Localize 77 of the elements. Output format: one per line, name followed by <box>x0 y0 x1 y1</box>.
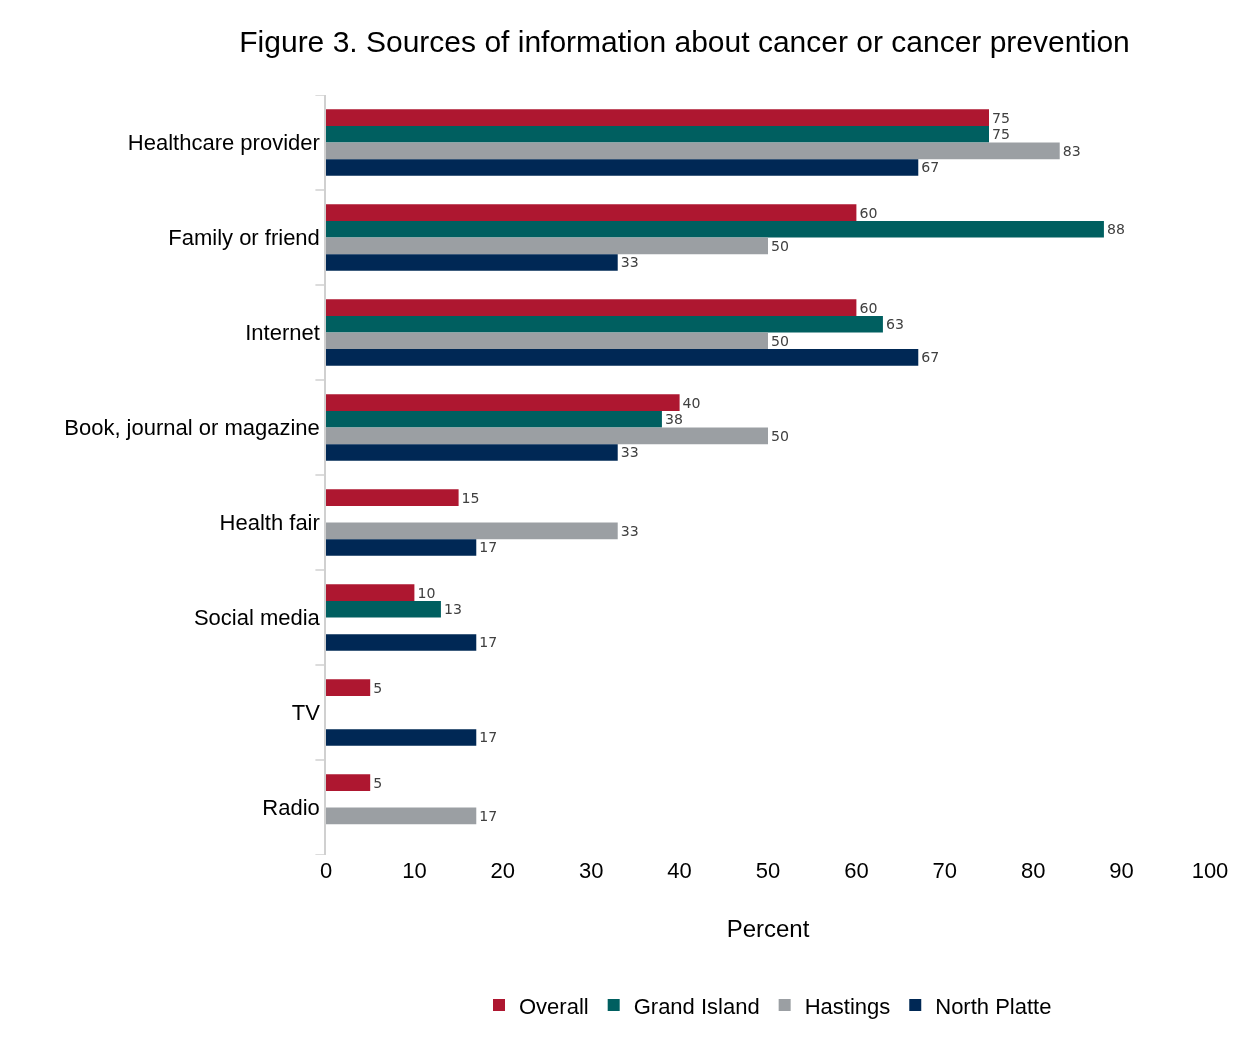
legend-label: North Platte <box>935 993 1052 1019</box>
bar <box>326 237 768 255</box>
bar <box>326 634 477 651</box>
data-label: 17 <box>479 807 498 824</box>
bar <box>326 394 680 411</box>
bar <box>326 539 477 556</box>
bar <box>326 315 883 333</box>
bar <box>326 600 441 618</box>
x-tick-label: 50 <box>755 858 781 883</box>
data-label: 17 <box>479 729 498 746</box>
data-label: 10 <box>417 584 436 601</box>
x-axis-title: Percent <box>726 915 810 942</box>
bar <box>326 444 618 461</box>
bar <box>326 807 477 825</box>
x-tick-label: 20 <box>490 858 516 883</box>
y-tick-label: Internet <box>245 320 320 346</box>
bar <box>326 729 477 746</box>
x-tick-label: 0 <box>319 858 333 883</box>
data-label: 17 <box>479 634 498 651</box>
legend-label: Grand Island <box>633 993 760 1019</box>
bar <box>326 299 857 316</box>
x-tick-label: 80 <box>1020 858 1046 883</box>
bar <box>326 489 459 506</box>
data-label: 83 <box>1062 142 1081 159</box>
data-label: 50 <box>771 332 789 349</box>
data-label: 75 <box>992 109 1010 126</box>
data-label: 40 <box>682 394 701 411</box>
bar <box>326 522 618 540</box>
x-tick-label: 30 <box>578 858 604 883</box>
bar <box>326 774 371 791</box>
bar <box>326 427 768 445</box>
bar <box>326 349 919 366</box>
x-tick-label: 90 <box>1109 858 1134 883</box>
data-label: 38 <box>664 411 683 428</box>
data-label: 15 <box>461 489 480 506</box>
bar <box>326 254 618 271</box>
data-label: 63 <box>885 316 904 333</box>
data-label: 33 <box>620 444 639 461</box>
x-tick-label: 10 <box>402 858 427 883</box>
data-label: 5 <box>373 774 383 791</box>
bar <box>326 125 989 143</box>
data-label: 60 <box>859 204 878 221</box>
bar <box>326 332 768 350</box>
legend-label: Overall <box>519 993 589 1019</box>
data-label: 13 <box>443 601 462 618</box>
data-label: 33 <box>620 254 639 271</box>
x-tick-label: 100 <box>1191 858 1229 883</box>
x-tick-label: 70 <box>932 858 958 883</box>
data-label: 67 <box>921 159 940 176</box>
data-label: 17 <box>479 539 498 556</box>
x-tick-label: 60 <box>844 858 869 883</box>
y-tick-label: Health fair <box>219 510 320 536</box>
y-tick-label: Social media <box>193 605 321 631</box>
data-label: 5 <box>373 679 383 696</box>
bar <box>326 159 919 176</box>
y-tick-label: TV <box>291 700 321 726</box>
data-label: 50 <box>771 237 789 254</box>
bar <box>326 142 1060 160</box>
y-tick-label: Healthcare provider <box>127 130 320 156</box>
chart-title: Figure 3. Sources of information about cancer or cancer prevention <box>239 25 1130 59</box>
y-tick-label: Radio <box>262 795 320 821</box>
legend-label: Hastings <box>804 993 891 1019</box>
bar <box>326 410 662 428</box>
bar <box>326 679 371 696</box>
x-tick-label: 40 <box>667 858 692 883</box>
bar <box>326 584 415 601</box>
y-tick-label: Family or friend <box>168 225 320 251</box>
data-label: 88 <box>1106 221 1125 238</box>
data-label: 33 <box>620 522 639 539</box>
data-label: 60 <box>859 299 878 316</box>
data-label: 50 <box>771 427 789 444</box>
bar <box>326 220 1104 238</box>
bar <box>326 204 857 221</box>
data-label: 75 <box>992 126 1010 143</box>
data-label: 67 <box>921 349 940 366</box>
bar <box>326 109 989 126</box>
y-tick-label: Book, journal or magazine <box>64 415 320 441</box>
